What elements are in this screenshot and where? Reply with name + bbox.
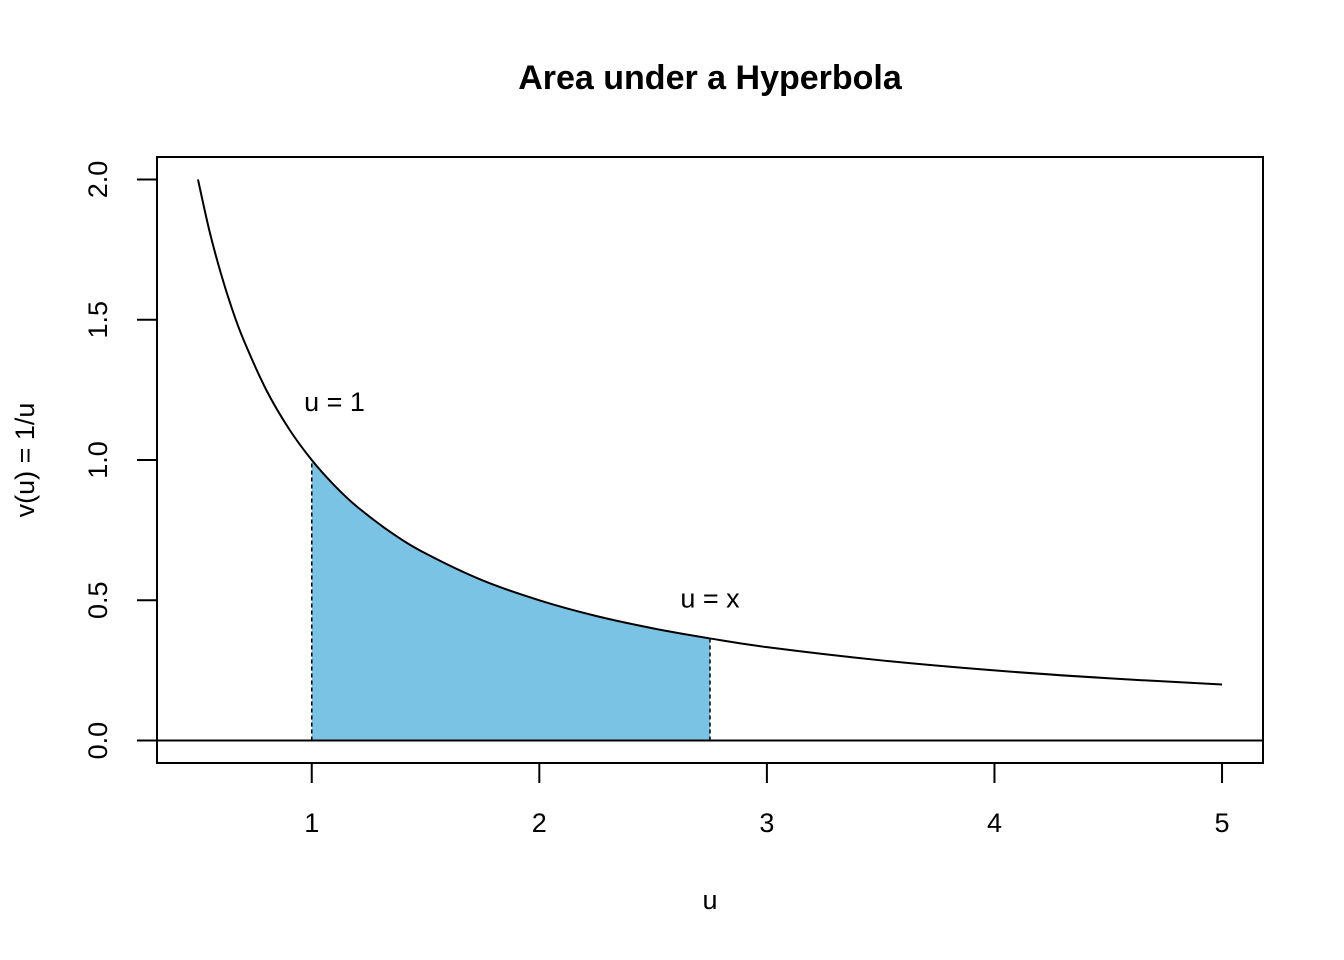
y-tick-label: 0.0 xyxy=(83,722,113,760)
x-tick-label: 1 xyxy=(304,808,319,838)
chart-title: Area under a Hyperbola xyxy=(518,59,903,97)
y-tick-label: 1.0 xyxy=(83,441,113,479)
x-tick-label: 4 xyxy=(987,808,1002,838)
curve xyxy=(196,179,1223,686)
y-tick-label: 2.0 xyxy=(83,161,113,199)
x-axis-label: u xyxy=(702,885,717,915)
x-tick-label: 2 xyxy=(532,808,547,838)
y-axis-label: v(u) = 1/u xyxy=(10,403,40,518)
y-tick-label: 1.5 xyxy=(83,301,113,339)
annotation: u = 1 xyxy=(304,387,365,417)
y-tick-label: 0.5 xyxy=(83,582,113,620)
x-tick-label: 5 xyxy=(1215,808,1230,838)
shaded-area xyxy=(311,460,710,741)
x-tick-label: 3 xyxy=(759,808,774,838)
annotation: u = x xyxy=(680,583,740,613)
